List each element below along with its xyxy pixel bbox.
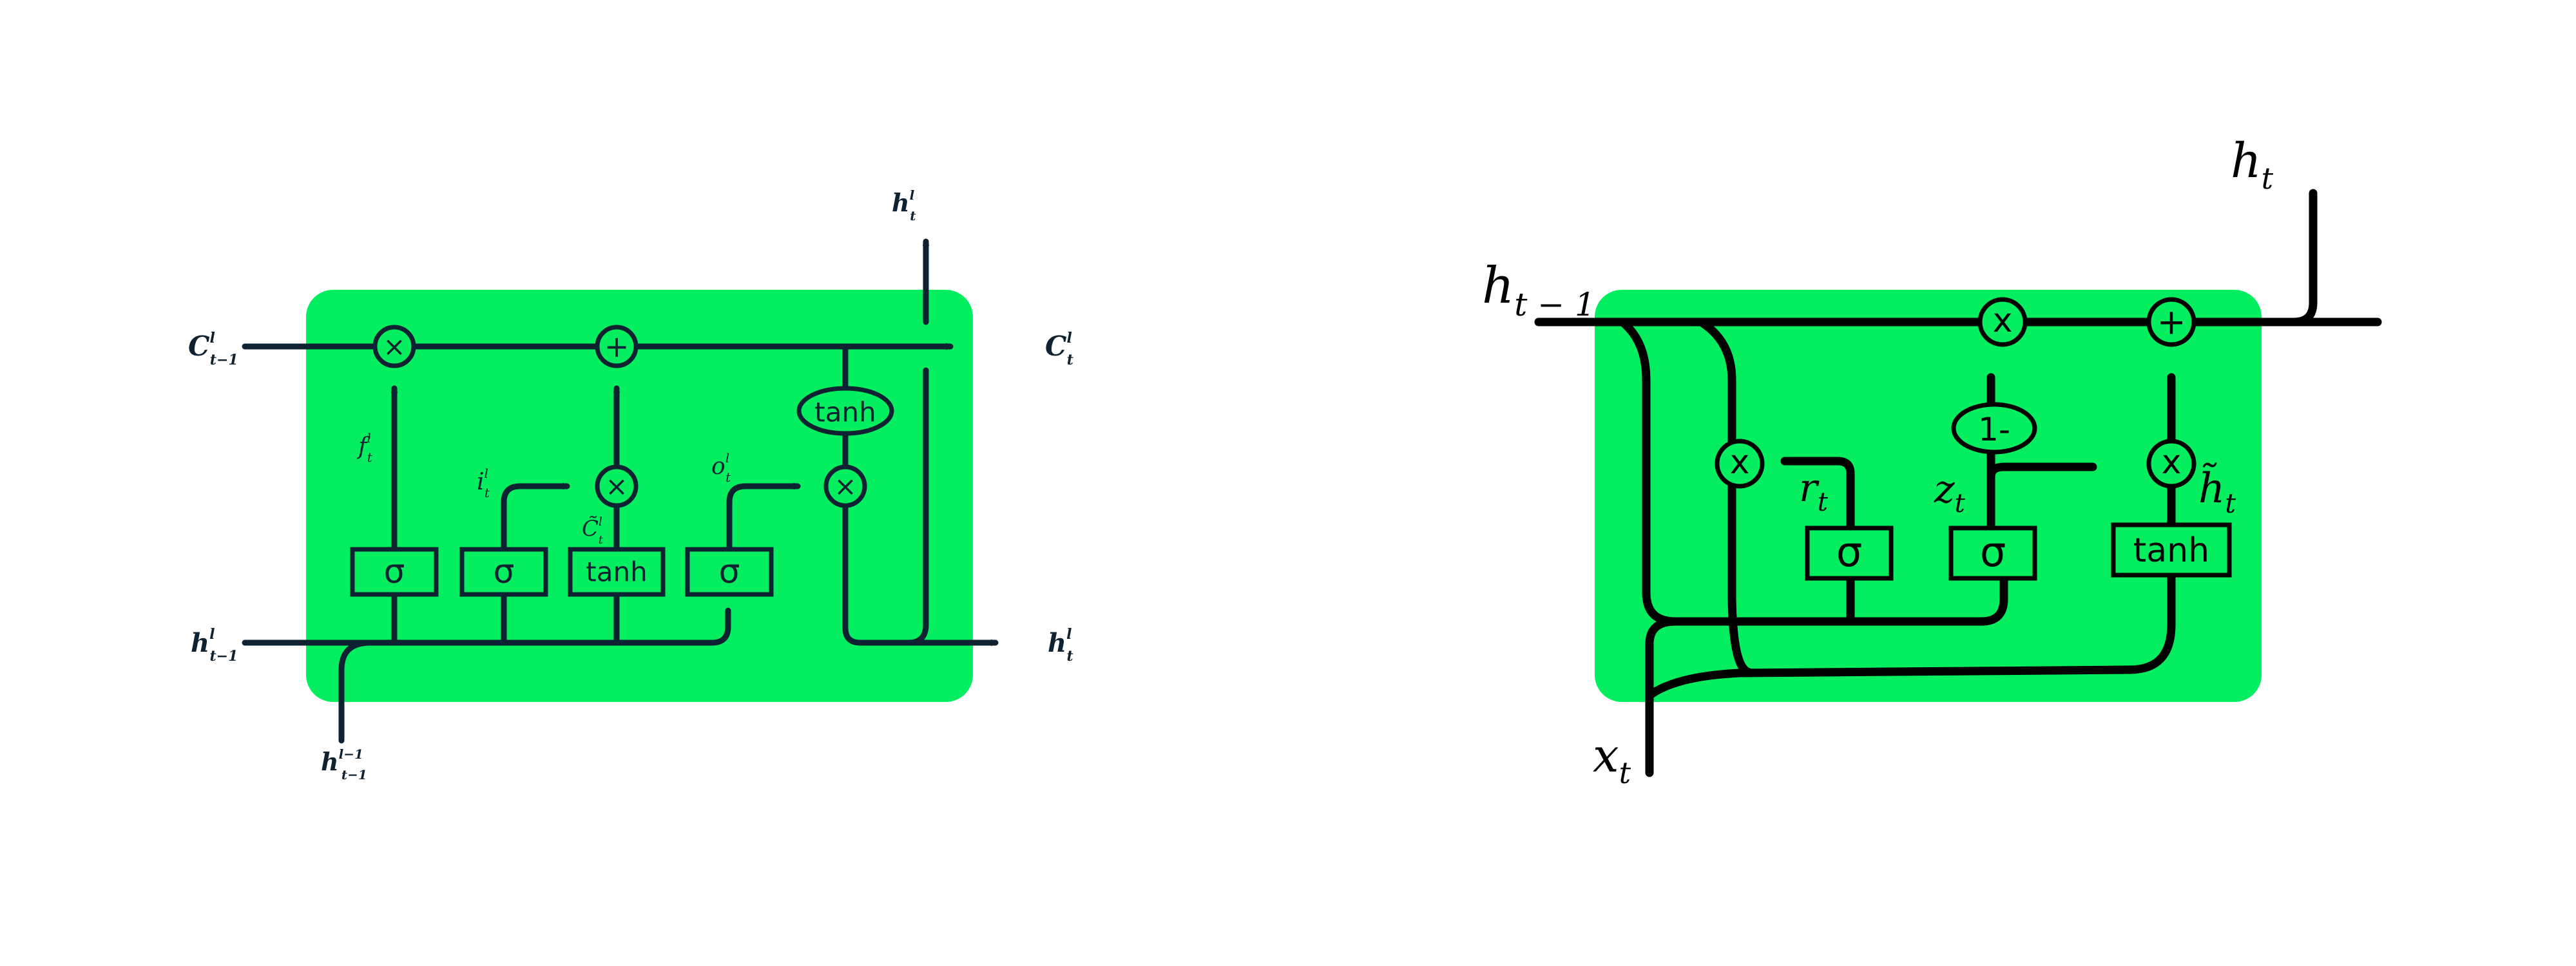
- gru-r-label: rt: [1799, 466, 1829, 517]
- lstm-candidate-tanh-box: [568, 547, 666, 597]
- gru-candidate-multiply: [2146, 439, 2196, 489]
- lstm-cell-tanh: [796, 386, 894, 436]
- lstm-cell-add: [595, 325, 639, 368]
- gru-reset-sigma-box: [1805, 526, 1894, 581]
- lstm-output-multiply: [823, 464, 867, 508]
- gru-x-gate-bus: [1645, 562, 2008, 700]
- lstm-ctilde-label: C̃l t: [582, 515, 604, 547]
- gru-cell-background: [1595, 290, 2262, 702]
- gru-reset-to-candidate: [1727, 594, 1754, 677]
- gru-cell: x + x x 1- σ σ tanh ht − 1 ht xt rt zt h…: [1482, 133, 2378, 790]
- lstm-cell-add-symbol: +: [604, 329, 630, 364]
- lstm-i-label: il t: [477, 466, 490, 500]
- lstm-hidden-bus: [242, 607, 731, 646]
- gru-update-sigma-box: [1948, 526, 2037, 581]
- gru-z-label: zt: [1934, 467, 1966, 518]
- lstm-input-multiply-symbol: ×: [605, 471, 628, 502]
- gru-candidate-multiply-symbol: x: [2162, 443, 2182, 482]
- gru-one-minus-label: 1-: [1978, 411, 2010, 448]
- gru-update-sigma-label: σ: [1980, 529, 2006, 576]
- lstm-forget-multiply: [372, 325, 416, 368]
- gru-update-multiply-symbol: x: [1993, 301, 2013, 340]
- gru-h-out-label: ht: [2231, 133, 2274, 196]
- lstm-cell: × + × × tanh σ σ tanh σ Cl t−1 Cl t hl t−1 …: [188, 187, 1073, 782]
- lstm-h-out-top-label: hl t: [892, 187, 916, 223]
- gru-output-add: [2146, 297, 2196, 347]
- lstm-h-prev-label: hl t−1: [191, 626, 238, 665]
- lstm-h-below-label: hl−1 t−1: [321, 746, 367, 782]
- lstm-output-gate-arrow: [726, 482, 801, 553]
- gru-tanh-box: [2111, 522, 2232, 578]
- gru-update-to-candidate-mult: [1986, 462, 2097, 481]
- lstm-candidate-tanh-label: tanh: [586, 556, 647, 588]
- gru-reset-multiply: [1715, 439, 1765, 489]
- lstm-forget-multiply-symbol: ×: [383, 331, 405, 363]
- gru-reset-gate-arrow: [1780, 457, 1855, 533]
- lstm-f-label: fl t: [356, 430, 373, 465]
- gru-hprev-down-line: [1618, 317, 1680, 626]
- lstm-cell-background: [306, 290, 973, 702]
- gru-output-up-line: [2289, 189, 2318, 327]
- gru-candidate-bus: [1645, 572, 2176, 700]
- lstm-c-prev-label: Cl t−1: [188, 330, 238, 368]
- gru-output-add-symbol: +: [2157, 302, 2186, 343]
- gru-x-label: xt: [1593, 728, 1631, 790]
- lstm-output-multiply-symbol: ×: [834, 471, 856, 502]
- lstm-input-multiply: [595, 464, 639, 508]
- lstm-h-out-right-label: hl t: [1048, 626, 1073, 665]
- gru-update-multiply: [1977, 297, 2028, 347]
- lstm-output-sigma-label: σ: [719, 553, 740, 591]
- lstm-input-sigma-label: σ: [494, 553, 515, 591]
- lstm-c-out-label: Cl t: [1045, 330, 1073, 368]
- lstm-forget-sigma-label: σ: [384, 553, 405, 591]
- gru-one-minus: [1951, 402, 2037, 455]
- gru-reset-multiply-symbol: x: [1730, 443, 1750, 482]
- gru-hprev-to-reset-mult: [1697, 317, 1736, 446]
- lstm-input-sigma-box: [459, 547, 548, 597]
- lstm-lower-input-line: [338, 639, 374, 744]
- gru-htilde-label: h̃t: [2198, 463, 2236, 519]
- lstm-output-up-line: [857, 367, 929, 646]
- lstm-output-sigma-box: [685, 547, 774, 597]
- lstm-cell-tanh-label: tanh: [814, 397, 876, 428]
- lstm-input-gate-arrow: [501, 482, 570, 553]
- gru-tanh-label: tanh: [2133, 531, 2209, 570]
- lstm-o-label: ol t: [711, 450, 731, 485]
- gru-h-prev-label: ht − 1: [1482, 257, 1595, 323]
- lstm-forget-sigma-box: [350, 547, 439, 597]
- gru-reset-sigma-label: σ: [1836, 529, 1863, 576]
